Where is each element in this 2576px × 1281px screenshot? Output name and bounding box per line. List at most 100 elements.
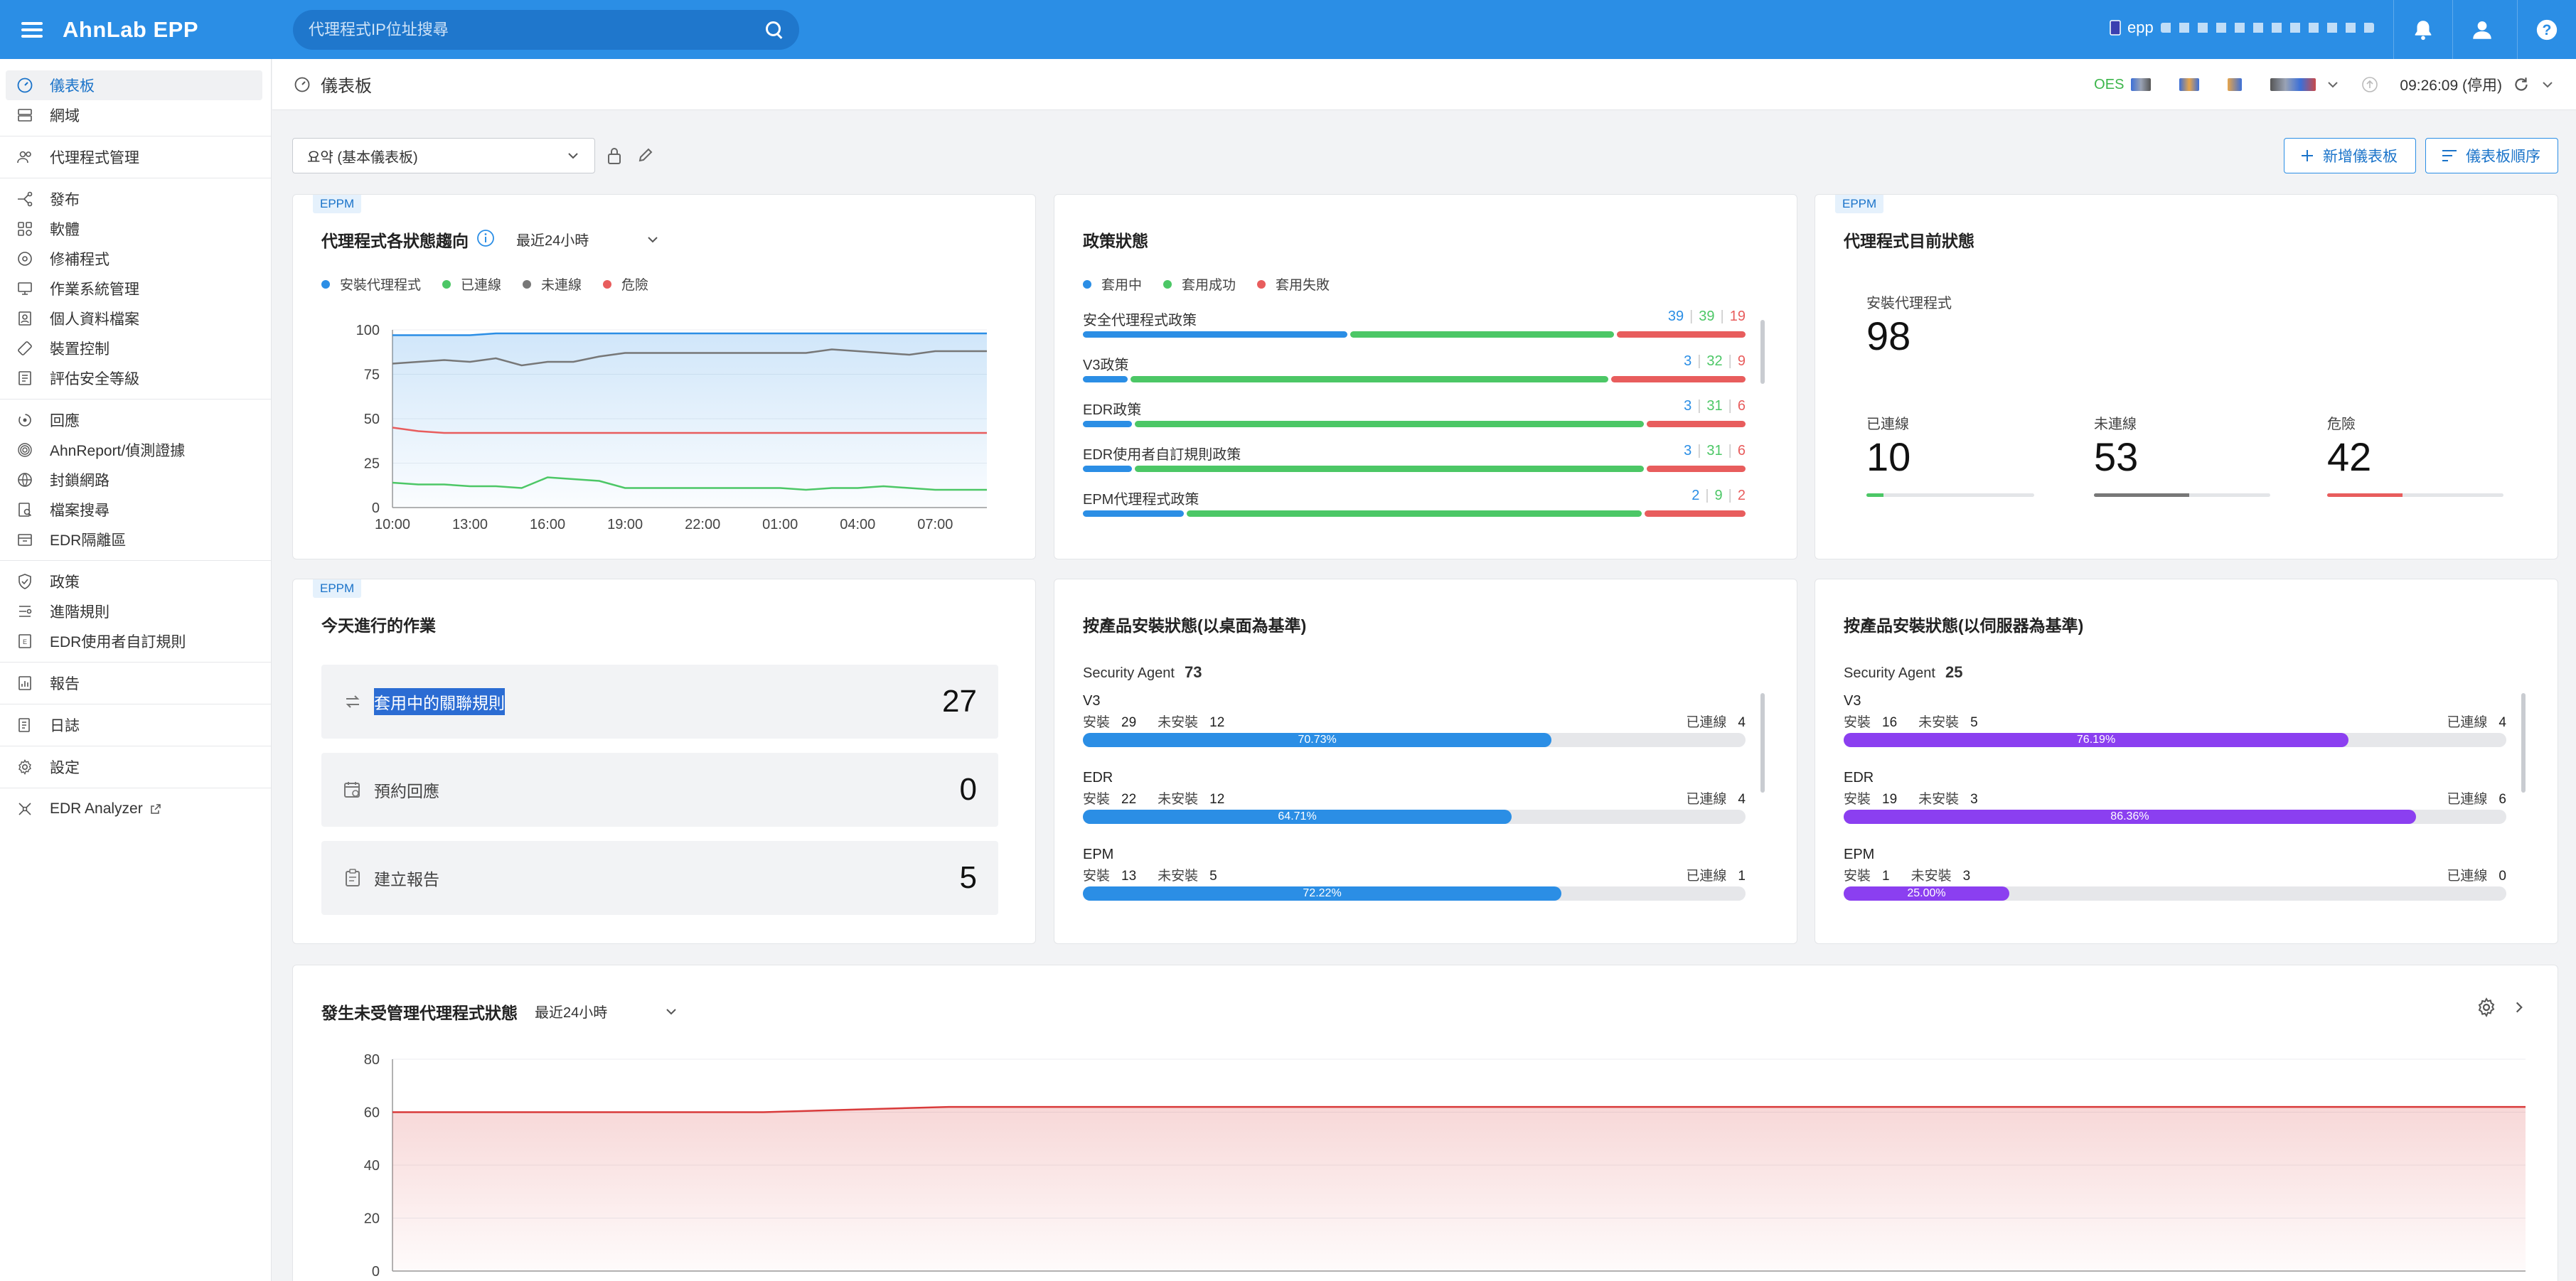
trend-legend-item[interactable]: 已連線: [442, 274, 501, 294]
sidebar-item-rules[interactable]: 進階規則: [0, 596, 271, 626]
install-desktop-scrollbar[interactable]: [1760, 693, 1765, 793]
help-icon[interactable]: ?: [2517, 0, 2576, 59]
sidebar: 儀表板網域代理程式管理 發布軟體修補程式作業系統管理個人資料檔案 裝置控制評估安全等…: [0, 59, 272, 1281]
task-scheduled-response[interactable]: 預約回應 0: [321, 753, 998, 827]
sidebar-item-label: 軟體: [50, 222, 80, 238]
trend-legend-item[interactable]: 未連線: [523, 274, 582, 294]
legend-dot: [523, 279, 532, 289]
search-icon[interactable]: [765, 21, 784, 39]
policy-row[interactable]: EPM代理程式政策 2 | 9 | 2: [1083, 488, 1746, 517]
sidebar-item-label: EDR隔離區: [50, 532, 127, 549]
policy-legend-item[interactable]: 套用成功: [1163, 274, 1236, 294]
policy-row[interactable]: EDR政策 3 | 31 | 6: [1083, 398, 1746, 427]
installed-count: 16: [1882, 715, 1898, 730]
sidebar-item-file-search[interactable]: 檔案搜尋: [0, 495, 271, 525]
policy-bar-applying: [1083, 510, 1185, 517]
x-tick-label: 10:00: [375, 517, 410, 532]
search-input[interactable]: [309, 21, 765, 39]
sidebar-item-log[interactable]: 日誌: [0, 710, 271, 740]
user-profile-icon[interactable]: [2452, 0, 2511, 59]
patch-icon: [16, 250, 34, 268]
policy-count-success: 31: [1706, 443, 1723, 459]
sidebar-item-checklist[interactable]: 評估安全等級: [0, 363, 271, 393]
series-line-3[interactable]: [392, 427, 987, 434]
hamburger-menu-icon[interactable]: [21, 21, 43, 38]
chevron-down-icon[interactable]: [2326, 77, 2340, 92]
sidebar-item-gear[interactable]: 設定: [0, 752, 271, 782]
series-line-1[interactable]: [392, 476, 987, 491]
user-account-chip[interactable]: epp: [2109, 18, 2374, 37]
sidebar-item-report[interactable]: 報告: [0, 668, 271, 698]
unmanaged-range-select[interactable]: 最近24小時: [535, 1001, 678, 1022]
install-desktop-total: Security Agent 73: [1083, 663, 1202, 682]
policy-row[interactable]: V3政策 3 | 32 | 9: [1083, 353, 1746, 382]
sidebar-item-label: 評估安全等級: [50, 371, 139, 387]
oes-label: OES: [2094, 76, 2125, 92]
task-label: 建立報告: [374, 870, 439, 889]
sidebar-item-os[interactable]: 作業系統管理: [0, 274, 271, 304]
sidebar-item-share[interactable]: 發布: [0, 184, 271, 214]
agent-trend-range-select[interactable]: 最近24小時: [516, 229, 660, 250]
series-line-2[interactable]: [392, 348, 987, 367]
sidebar-item-device[interactable]: 裝置控制: [0, 333, 271, 363]
series-line-0[interactable]: [392, 332, 987, 336]
task-create-report[interactable]: 建立報告 5: [321, 841, 998, 915]
brand-logo[interactable]: AhnLab EPP: [63, 16, 199, 42]
sidebar-item-patch[interactable]: 修補程式: [0, 244, 271, 274]
series-line-0[interactable]: [392, 1105, 2526, 1113]
users-icon: [16, 148, 34, 166]
chevron-down-icon: [568, 153, 578, 159]
install-server-scrollbar[interactable]: [2521, 693, 2526, 793]
sidebar-item-shield[interactable]: 政策: [0, 567, 271, 596]
sidebar-item-label: 作業系統管理: [50, 282, 139, 298]
profile-icon: [16, 309, 34, 328]
dashboard-select-value: 요약 (基本儀表板): [307, 149, 418, 166]
sidebar-item-fingerprint[interactable]: AhnReport/偵測證據: [0, 435, 271, 465]
sidebar-item-server[interactable]: 網域: [0, 100, 271, 130]
sidebar-item-label: 網域: [50, 108, 80, 124]
policy-stacked-bar: [1083, 376, 1746, 382]
policy-row[interactable]: EDR使用者自訂規則政策 3 | 31 | 6: [1083, 443, 1746, 472]
connected-label: 已連線: [1686, 869, 1727, 884]
info-icon[interactable]: [476, 229, 495, 247]
task-correlation-rules[interactable]: 套用中的關聯規則 27: [321, 665, 998, 739]
not-installed-label: 未安裝: [1158, 792, 1199, 807]
policy-legend-item[interactable]: 套用失敗: [1257, 274, 1330, 294]
trend-legend-item[interactable]: 安裝代理程式: [321, 274, 421, 294]
sidebar-item-analyzer[interactable]: EDR Analyzer: [0, 794, 271, 824]
refresh-options-chevron-icon[interactable]: [2540, 77, 2555, 92]
sidebar-item-custom-rules[interactable]: E EDR使用者自訂規則: [0, 626, 271, 656]
gear-icon[interactable]: [2476, 997, 2497, 1018]
dashboard-order-button[interactable]: 儀表板順序: [2425, 138, 2558, 173]
unmanaged-range: 最近24小時: [535, 1005, 608, 1021]
install-desktop-title: 按產品安裝狀態(以桌面為基準): [1083, 616, 1307, 635]
dashboard-select[interactable]: 요약 (基本儀表板): [292, 138, 595, 173]
sidebar-item-globe[interactable]: 封鎖網路: [0, 465, 271, 495]
sidebar-item-response[interactable]: 回應: [0, 405, 271, 435]
sidebar-item-quarantine[interactable]: EDR隔離區: [0, 525, 271, 554]
policy-row[interactable]: 安全代理程式政策 39 | 39 | 19: [1083, 309, 1746, 338]
refresh-icon[interactable]: [2512, 75, 2530, 94]
sidebar-item-profile[interactable]: 個人資料檔案: [0, 304, 271, 333]
y-tick-label: 0: [372, 1264, 380, 1280]
gear-icon: [16, 758, 34, 776]
upload-circle-icon[interactable]: [2361, 76, 2378, 93]
edit-pencil-icon[interactable]: [637, 146, 654, 164]
sidebar-item-users[interactable]: 代理程式管理: [0, 142, 271, 172]
lock-icon[interactable]: [606, 146, 623, 165]
connected-bar: [1866, 493, 2034, 497]
add-dashboard-button[interactable]: 新增儀表板: [2284, 138, 2416, 173]
danger-value: 42: [2327, 434, 2372, 479]
install-progress-bar: 86.36%: [1844, 810, 2506, 824]
danger-label: 危險: [2327, 417, 2356, 432]
policy-scrollbar[interactable]: [1760, 320, 1765, 384]
sidebar-item-apps[interactable]: 軟體: [0, 214, 271, 244]
policy-legend-item[interactable]: 套用中: [1083, 274, 1142, 294]
notification-bell-icon[interactable]: [2393, 0, 2452, 59]
policy-count-success: 31: [1706, 398, 1723, 414]
install-product-v3: V3 安裝 29 未安裝 12 已連線 4 70.73%: [1083, 693, 1746, 747]
sidebar-item-dashboard[interactable]: 儀表板: [6, 70, 262, 100]
chevron-right-icon[interactable]: [2511, 999, 2527, 1015]
security-agent-total: 25: [1945, 663, 1963, 681]
trend-legend-item[interactable]: 危險: [603, 274, 648, 294]
